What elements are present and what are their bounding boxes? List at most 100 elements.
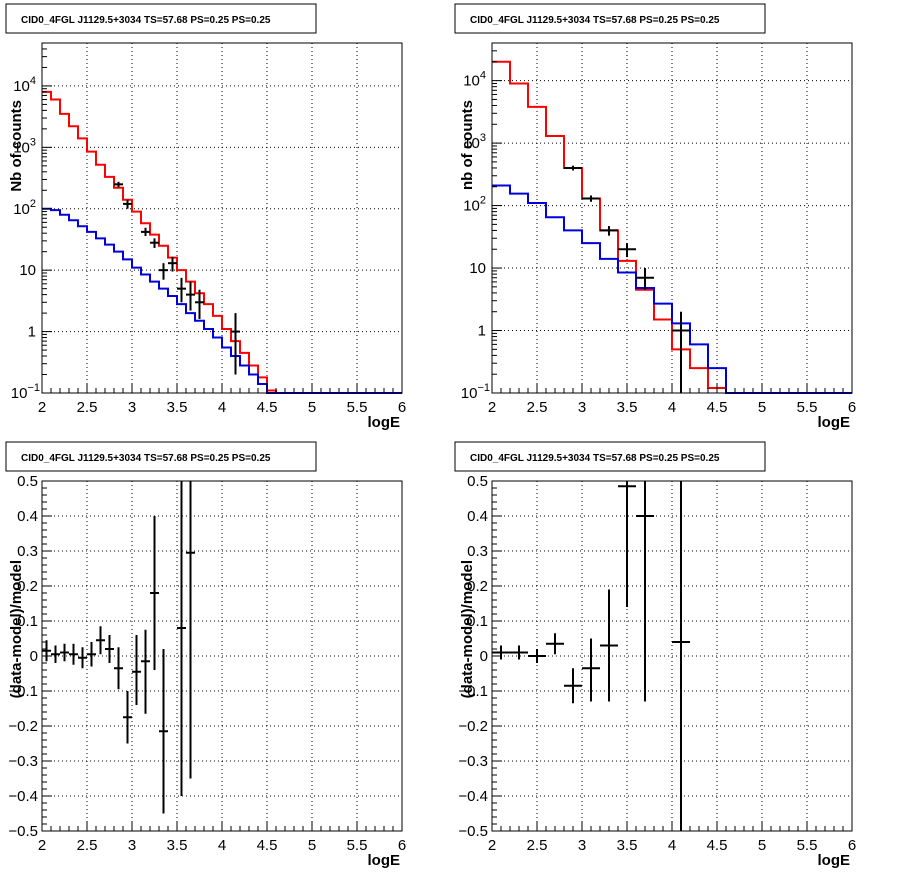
chart-panel-4: CID0_4FGL J1129.5+3034 TS=57.68 PS=0.25 … <box>454 441 856 869</box>
x-tick-label: 5 <box>758 399 766 416</box>
y-axis-label: Nb of counts <box>8 100 25 192</box>
data-point <box>87 642 96 667</box>
data-point <box>132 635 141 705</box>
data-point <box>177 481 186 796</box>
x-axis-label: logE <box>368 414 401 431</box>
x-tick-label: 3.5 <box>167 837 188 854</box>
x-tick-label: 4 <box>218 837 226 854</box>
data-point <box>105 635 114 663</box>
chart-title: CID0_4FGL J1129.5+3034 TS=57.68 PS=0.25 … <box>21 453 271 464</box>
model-background-histogram <box>492 184 852 394</box>
chart-title: CID0_4FGL J1129.5+3034 TS=57.68 PS=0.25 … <box>21 15 271 26</box>
chart-title: CID0_4FGL J1129.5+3034 TS=57.68 PS=0.25 … <box>470 453 720 464</box>
y-tick-label: 0.5 <box>467 473 488 490</box>
data-point <box>177 277 186 303</box>
chart-panel-3: CID0_4FGL J1129.5+3034 TS=57.68 PS=0.25 … <box>5 441 406 869</box>
y-tick-label: 102 <box>13 198 36 218</box>
data-point <box>618 243 636 258</box>
y-tick-exponent: 3 <box>30 136 36 148</box>
data-point <box>42 640 51 662</box>
y-tick-label: −0.2 <box>458 718 488 735</box>
grid <box>42 481 402 831</box>
data-point <box>159 649 168 814</box>
y-tick-label: −0.2 <box>8 718 38 735</box>
data-point <box>141 629 150 714</box>
y-tick-label: −0.4 <box>8 788 38 805</box>
y-axis-label: (data-model)/model <box>8 560 25 698</box>
x-tick-label: 5.5 <box>347 837 368 854</box>
data-point <box>141 227 150 237</box>
y-tick-base: 10 <box>13 201 30 218</box>
data-point <box>123 199 132 209</box>
title-box <box>454 441 766 472</box>
y-axis-label: (data-model)/model <box>459 560 476 698</box>
x-tick-label: 6 <box>398 399 406 416</box>
data-point <box>195 289 204 320</box>
data-point <box>123 691 132 744</box>
data-point <box>564 165 582 171</box>
x-axis-label: logE <box>818 852 851 869</box>
data-point <box>636 268 654 290</box>
y-tick-label: 1 <box>478 323 486 340</box>
y-tick-label: −0.1 <box>8 683 38 700</box>
x-tick-label: 5 <box>758 837 766 854</box>
grid <box>492 481 852 831</box>
y-tick-label: 0 <box>30 648 38 665</box>
data-point <box>582 195 600 202</box>
data-point <box>114 181 123 188</box>
x-tick-label: 2.5 <box>77 399 98 416</box>
y-tick-base: 10 <box>463 198 480 215</box>
data-point <box>114 647 123 690</box>
y-tick-exponent: 2 <box>480 195 486 207</box>
data-point <box>528 649 546 663</box>
x-tick-label: 3.5 <box>167 399 188 416</box>
chart-panel-2: CID0_4FGL J1129.5+3034 TS=57.68 PS=0.25 … <box>454 3 856 431</box>
chart-panel-1: CID0_4FGL J1129.5+3034 TS=57.68 PS=0.25 … <box>5 3 406 431</box>
y-tick-label: 0.4 <box>17 508 38 525</box>
data-point <box>78 647 87 669</box>
y-axis: −0.5 −0.4 −0.3 −0.2 −0.1 0 0.1 0.2 0.3 0.4 0.5 (dat… <box>8 473 52 840</box>
x-tick-label: 2.5 <box>527 399 548 416</box>
y-tick-exponent: −1 <box>27 382 40 394</box>
data-point <box>168 256 177 272</box>
x-tick-label: 3 <box>128 837 136 854</box>
data-point <box>231 313 240 375</box>
x-tick-label: 2 <box>488 837 496 854</box>
y-tick-base: 10 <box>11 385 28 402</box>
y-tick-base: 10 <box>463 135 480 152</box>
y-tick-label: 0.2 <box>17 578 38 595</box>
data-point <box>672 481 690 831</box>
y-tick-label: 103 <box>463 132 486 152</box>
y-tick-base: 10 <box>13 78 30 95</box>
x-axis-label: logE <box>818 414 851 431</box>
data-point <box>636 481 654 702</box>
y-tick-base: 10 <box>461 385 478 402</box>
x-tick-label: 3.5 <box>617 399 638 416</box>
x-tick-label: 2 <box>38 837 46 854</box>
x-tick-label: 3 <box>578 399 586 416</box>
data-point <box>186 481 195 779</box>
x-tick-label: 2 <box>488 399 496 416</box>
y-tick-label: 0.2 <box>467 578 488 595</box>
y-tick-label: −0.3 <box>458 753 488 770</box>
y-tick-label: 1 <box>28 324 36 341</box>
data-point <box>60 643 69 662</box>
data-point <box>600 589 618 702</box>
x-tick-label: 2.5 <box>527 837 548 854</box>
x-tick-label: 4 <box>668 837 676 854</box>
data-point <box>186 281 195 311</box>
y-tick-label: 104 <box>13 75 36 95</box>
y-axis: −0.5 −0.4 −0.3 −0.2 −0.1 0 0.1 0.2 0.3 0.4 0.5 (dat… <box>458 473 502 840</box>
x-tick-label: 5.5 <box>797 399 818 416</box>
y-tick-exponent: −1 <box>477 382 490 394</box>
title-box <box>5 441 317 472</box>
data-point <box>492 645 510 660</box>
x-tick-label: 2 <box>38 399 46 416</box>
